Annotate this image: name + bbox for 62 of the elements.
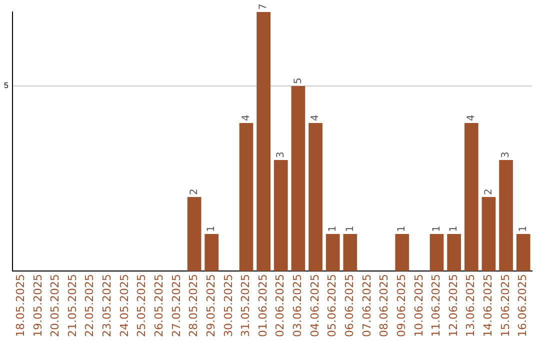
x-tick-label: 28.05.2025 — [187, 274, 200, 338]
bar — [187, 197, 202, 272]
data-label: 7 — [258, 4, 270, 10]
x-tick-label: 06.06.2025 — [343, 274, 356, 338]
data-label: 1 — [327, 226, 338, 232]
bar — [430, 234, 444, 272]
data-label: 1 — [431, 226, 442, 232]
data-label: 4 — [310, 114, 322, 122]
x-tick-label: 18.05.2025 — [14, 274, 27, 338]
x-tick-label: 04.06.2025 — [308, 274, 322, 338]
bar — [204, 234, 219, 272]
data-label: 2 — [483, 188, 494, 196]
bar — [326, 234, 340, 272]
data-label: 2 — [188, 188, 200, 196]
data-label: 1 — [518, 226, 529, 232]
x-tick-label: 26.05.2025 — [152, 274, 166, 338]
x-tick-label: 01.06.2025 — [256, 274, 270, 338]
x-tick-label: 05.06.2025 — [326, 274, 339, 338]
bar — [256, 12, 270, 272]
bar — [482, 197, 496, 272]
x-tick-label: 07.06.2025 — [360, 274, 374, 338]
data-label: 1 — [448, 226, 460, 232]
x-tick-label: 31.05.2025 — [239, 274, 252, 338]
x-tick-label: 30.05.2025 — [222, 274, 235, 338]
bar — [447, 234, 461, 272]
x-tick-label: 11.06.2025 — [430, 274, 443, 338]
x-tick-label: 15.06.2025 — [498, 274, 512, 338]
x-tick-label: 16.06.2025 — [516, 274, 530, 338]
x-tick-label: 21.05.2025 — [66, 274, 79, 338]
x-tick-label: 25.05.2025 — [135, 274, 148, 338]
x-tick-label: 19.05.2025 — [31, 274, 44, 338]
data-label: 4 — [466, 114, 477, 122]
x-tick-label: 23.05.2025 — [100, 274, 114, 338]
x-tick-label: 27.05.2025 — [170, 274, 183, 338]
x-tick-label: 22.05.2025 — [83, 274, 96, 338]
bar — [395, 234, 410, 272]
bar — [308, 123, 322, 272]
bar — [274, 160, 288, 272]
data-label: 3 — [500, 152, 512, 158]
x-tick-label: 29.05.2025 — [204, 274, 218, 338]
x-tick-label: 08.06.2025 — [378, 274, 391, 338]
x-tick-label: 24.05.2025 — [118, 274, 131, 338]
x-tick-label: 13.06.2025 — [464, 274, 478, 338]
bar — [239, 123, 254, 272]
bar — [464, 123, 478, 272]
data-label: 5 — [292, 78, 304, 84]
bar — [291, 86, 306, 272]
x-tick-label: 02.06.2025 — [274, 274, 287, 338]
bar — [516, 234, 530, 272]
data-label: 4 — [240, 114, 252, 122]
x-tick-label: 03.06.2025 — [291, 274, 304, 338]
x-tick-label: 20.05.2025 — [48, 274, 62, 338]
data-label: 3 — [275, 152, 286, 158]
bar — [499, 160, 513, 272]
data-label: 1 — [396, 226, 408, 232]
data-label: 1 — [344, 226, 356, 232]
data-label: 1 — [206, 226, 218, 232]
bar — [343, 234, 358, 272]
x-tick-label: 10.06.2025 — [412, 274, 426, 338]
x-tick-label: 12.06.2025 — [446, 274, 460, 338]
x-tick-label: 14.06.2025 — [482, 274, 495, 338]
x-tick-label: 09.06.2025 — [394, 274, 408, 338]
